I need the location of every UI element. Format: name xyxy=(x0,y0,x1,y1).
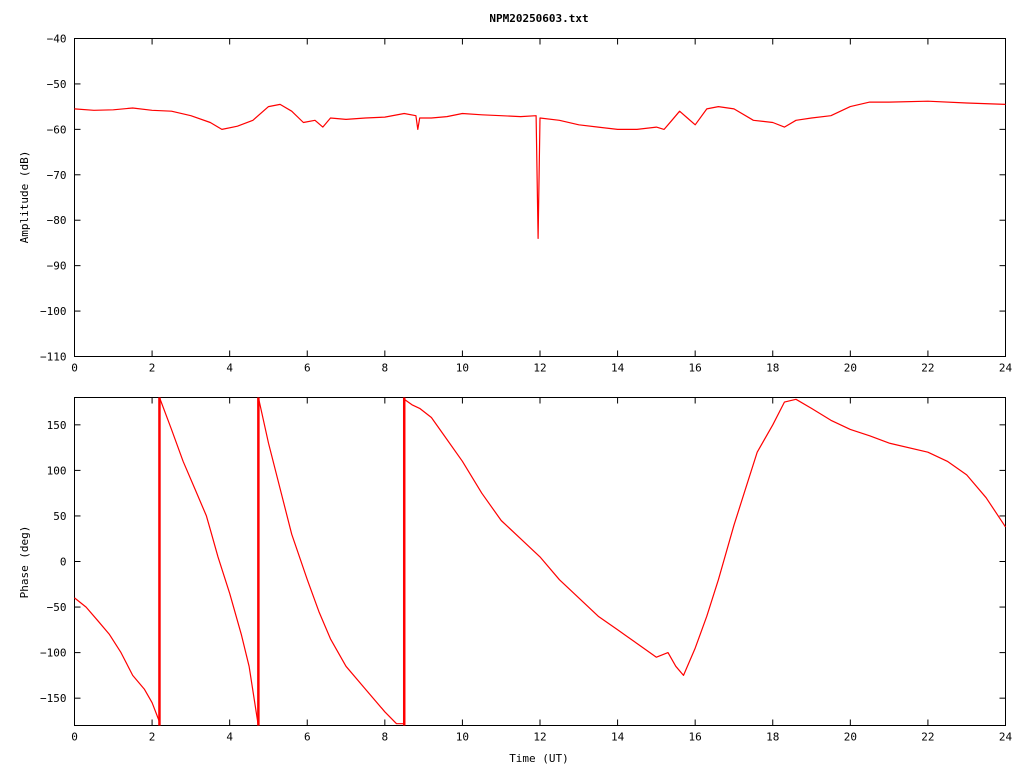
phase-y-tick-label: 50 xyxy=(53,510,66,523)
amplitude-y-tick-label: −40 xyxy=(47,33,67,46)
amplitude-x-tick-label: 18 xyxy=(766,362,779,375)
phase-x-tick-label: 18 xyxy=(766,731,779,744)
amplitude-y-tick-label: −90 xyxy=(47,260,67,273)
phase-x-tick-label: 4 xyxy=(226,731,233,744)
phase-series-segment xyxy=(257,397,404,725)
phase-y-tick-label: 0 xyxy=(60,556,67,569)
phase-series-segment xyxy=(74,597,160,722)
phase-y-tick-label: −50 xyxy=(47,601,67,614)
amplitude-x-tick-label: 6 xyxy=(304,362,311,375)
amplitude-y-tick-label: −100 xyxy=(40,305,67,318)
phase-x-tick-label: 16 xyxy=(689,731,702,744)
amplitude-y-tick-label: −110 xyxy=(40,351,67,364)
amplitude-y-tick-label: −80 xyxy=(47,214,67,227)
amplitude-x-tick-label: 20 xyxy=(844,362,857,375)
phase-plot-frame xyxy=(74,397,1006,726)
amplitude-x-tick-label: 2 xyxy=(149,362,156,375)
phase-x-tick-label: 10 xyxy=(456,731,469,744)
amplitude-x-tick-label: 0 xyxy=(71,362,78,375)
amplitude-series-line xyxy=(74,100,1006,239)
amplitude-y-tick-label: −50 xyxy=(47,78,67,91)
phase-x-tick-label: 12 xyxy=(533,731,546,744)
amplitude-x-tick-labels: 0 2 4 6 8 10 12 14 16 18 20 22 24 xyxy=(71,362,1012,375)
amplitude-y-axis-label: Amplitude (dB) xyxy=(18,151,31,244)
amplitude-y-tick-label: −60 xyxy=(47,123,67,136)
amplitude-x-tick-label: 10 xyxy=(456,362,469,375)
phase-x-tick-label: 20 xyxy=(844,731,857,744)
phase-x-tick-label: 0 xyxy=(71,731,78,744)
amplitude-x-tick-label: 22 xyxy=(921,362,934,375)
phase-y-tick-label: −100 xyxy=(40,647,67,660)
x-axis-label: Time (UT) xyxy=(509,752,569,765)
amplitude-x-tick-label: 4 xyxy=(226,362,233,375)
amplitude-x-tick-label: 24 xyxy=(999,362,1013,375)
phase-panel: 0 2 4 6 8 10 12 14 16 18 20 22 24 −150−100−500501001… xyxy=(18,397,1012,765)
phase-x-tick-label: 8 xyxy=(382,731,389,744)
phase-x-tick-label: 2 xyxy=(149,731,156,744)
amplitude-y-tick-labels: −110 −100 −90 −80 −70 −60 −50 −40 xyxy=(40,33,67,364)
chart-title: NPM20250603.txt xyxy=(489,12,588,25)
amplitude-panel: 0 2 4 6 8 10 12 14 16 18 20 22 24 −110−100−90−80−70−… xyxy=(18,33,1012,375)
amplitude-x-tick-label: 14 xyxy=(611,362,625,375)
phase-series-segment xyxy=(403,398,1006,676)
phase-axis-ticks xyxy=(74,397,1006,726)
amplitude-y-tick-label: −70 xyxy=(47,169,67,182)
phase-y-tick-label: −150 xyxy=(40,692,67,705)
phase-y-tick-label: 150 xyxy=(47,419,67,432)
amplitude-x-tick-label: 12 xyxy=(533,362,546,375)
phase-y-axis-label: Phase (deg) xyxy=(18,526,31,599)
phase-series-segment xyxy=(158,397,259,724)
amplitude-x-tick-label: 8 xyxy=(382,362,389,375)
phase-x-tick-label: 22 xyxy=(921,731,934,744)
phase-x-tick-label: 14 xyxy=(611,731,625,744)
amplitude-plot-frame xyxy=(74,38,1006,357)
phase-x-tick-label: 6 xyxy=(304,731,311,744)
phase-series-lines xyxy=(74,397,1006,726)
amplitude-x-tick-label: 16 xyxy=(689,362,702,375)
phase-x-tick-labels: 0 2 4 6 8 10 12 14 16 18 20 22 24 xyxy=(71,731,1012,744)
amplitude-axis-ticks xyxy=(74,38,1006,357)
phase-y-tick-label: 100 xyxy=(47,464,67,477)
phase-x-tick-label: 24 xyxy=(999,731,1013,744)
phase-y-tick-labels: −150 −100 −50 0 50 100 150 xyxy=(40,419,67,705)
